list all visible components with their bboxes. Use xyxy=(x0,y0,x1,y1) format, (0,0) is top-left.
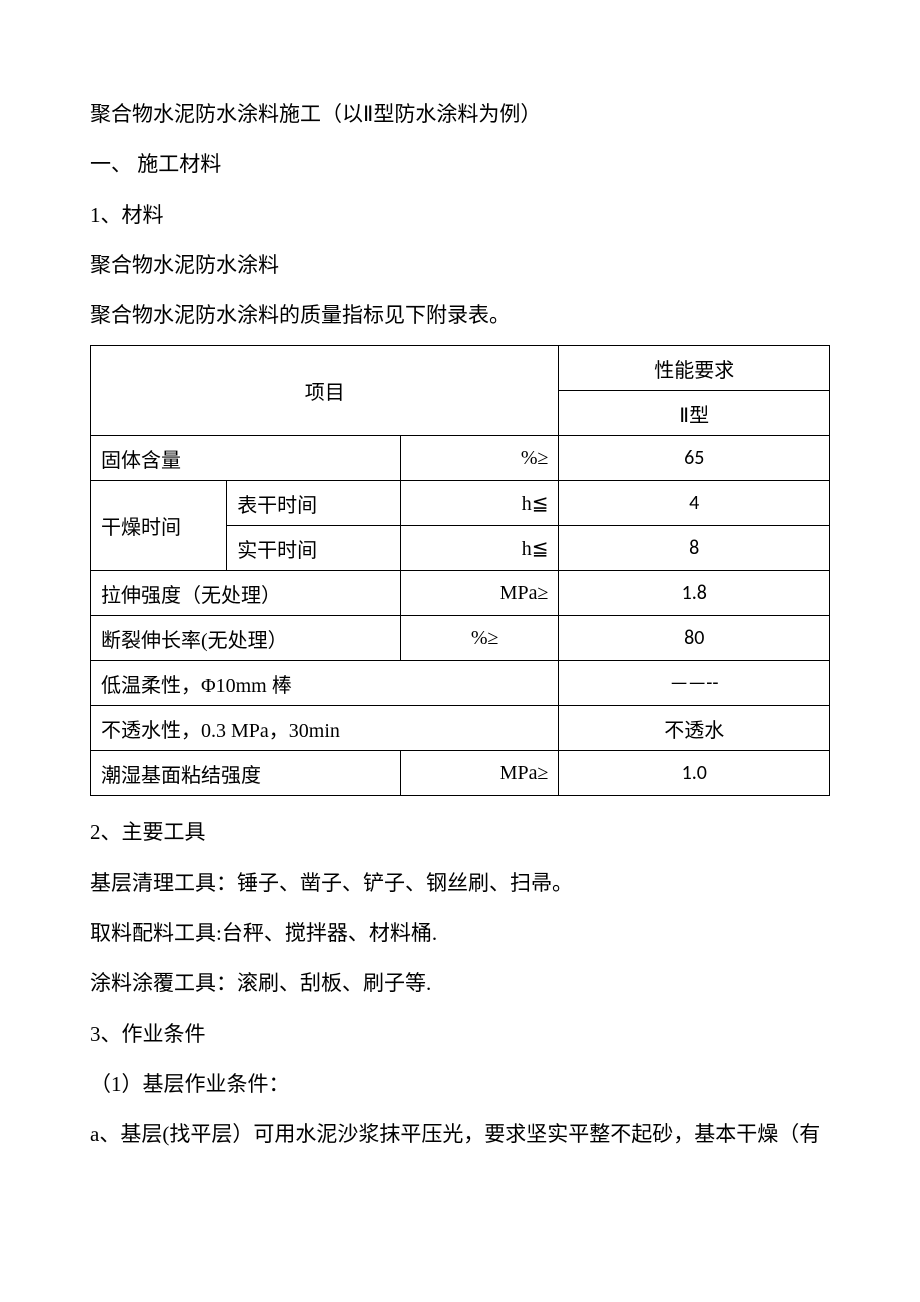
section-3-paragraph-1: （1）基层作业条件： xyxy=(90,1060,830,1108)
section-2-paragraph-1: 基层清理工具：锤子、凿子、铲子、钢丝刷、扫帚。 xyxy=(90,859,830,907)
header-type: Ⅱ型 xyxy=(559,391,830,436)
table-row: 断裂伸长率(无处理） %≥ 80 xyxy=(91,616,830,661)
row-unit: h≦ xyxy=(401,481,559,526)
row-label: 固体含量 xyxy=(91,436,401,481)
header-requirement: 性能要求 xyxy=(559,346,830,391)
row-value: 不透水 xyxy=(559,706,830,751)
row-label: 不透水性，0.3 MPa，30min xyxy=(91,706,559,751)
section-1-heading: 一、 施工材料 xyxy=(90,140,830,188)
table-row: 固体含量 %≥ 65 xyxy=(91,436,830,481)
spec-table: 项目 性能要求 Ⅱ型 固体含量 %≥ 65 干燥时间 表干时间 h≦ 4 实干时… xyxy=(90,345,830,796)
section-2-paragraph-3: 涂料涂覆工具：滚刷、刮板、刷子等. xyxy=(90,959,830,1007)
row-label: 低温柔性，Φ10mm 棒 xyxy=(91,661,559,706)
row-value: ——-- xyxy=(559,661,830,706)
row-unit: MPa≥ xyxy=(401,571,559,616)
table-row: 干燥时间 表干时间 h≦ 4 xyxy=(91,481,830,526)
doc-title: 聚合物水泥防水涂料施工（以Ⅱ型防水涂料为例） xyxy=(90,90,830,138)
row-unit: h≦ xyxy=(401,526,559,571)
section-2-heading: 2、主要工具 xyxy=(90,808,830,856)
row-unit: %≥ xyxy=(401,616,559,661)
row-value: 1.0 xyxy=(559,751,830,796)
section-2-paragraph-2: 取料配料工具:台秤、搅拌器、材料桶. xyxy=(90,909,830,957)
row-label: 断裂伸长率(无处理） xyxy=(91,616,401,661)
section-3-paragraph-2: a、基层(找平层）可用水泥沙浆抹平压光，要求坚实平整不起砂，基本干燥（有 xyxy=(90,1110,830,1158)
section-1-paragraph-2: 聚合物水泥防水涂料的质量指标见下附录表。 xyxy=(90,291,830,339)
table-row: 不透水性，0.3 MPa，30min 不透水 xyxy=(91,706,830,751)
row-value: 65 xyxy=(559,436,830,481)
row-sub-label: 实干时间 xyxy=(227,526,401,571)
section-1-sub-heading: 1、材料 xyxy=(90,191,830,239)
row-label: 拉伸强度（无处理） xyxy=(91,571,401,616)
row-value: 80 xyxy=(559,616,830,661)
row-unit: %≥ xyxy=(401,436,559,481)
document-page: 聚合物水泥防水涂料施工（以Ⅱ型防水涂料为例） 一、 施工材料 1、材料 聚合物水… xyxy=(0,0,920,1221)
table-row: 项目 性能要求 xyxy=(91,346,830,391)
table-row: 潮湿基面粘结强度 MPa≥ 1.0 xyxy=(91,751,830,796)
row-unit: MPa≥ xyxy=(401,751,559,796)
section-1-paragraph-1: 聚合物水泥防水涂料 xyxy=(90,241,830,289)
table-row: 拉伸强度（无处理） MPa≥ 1.8 xyxy=(91,571,830,616)
table-row: 低温柔性，Φ10mm 棒 ——-- xyxy=(91,661,830,706)
row-sub-label: 表干时间 xyxy=(227,481,401,526)
row-value: 1.8 xyxy=(559,571,830,616)
row-label: 潮湿基面粘结强度 xyxy=(91,751,401,796)
row-value: 4 xyxy=(559,481,830,526)
header-item: 项目 xyxy=(91,346,559,436)
row-label: 干燥时间 xyxy=(91,481,227,571)
row-value: 8 xyxy=(559,526,830,571)
section-3-heading: 3、作业条件 xyxy=(90,1010,830,1058)
